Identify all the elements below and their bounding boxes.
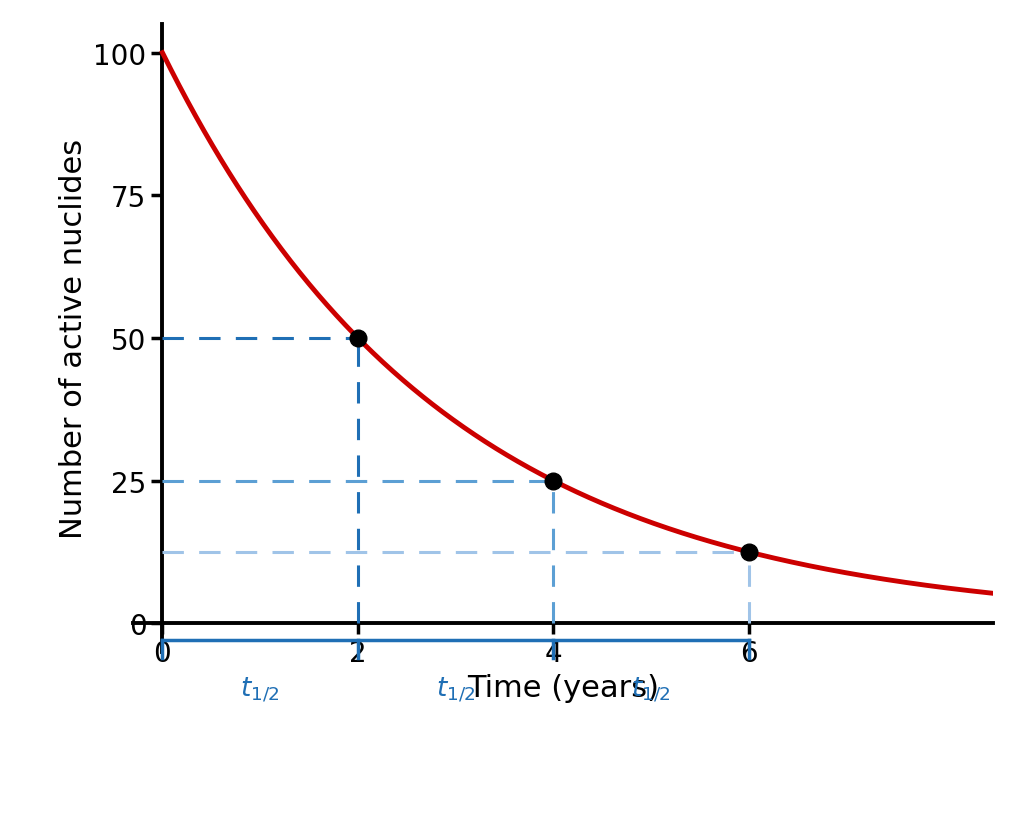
- Y-axis label: Number of active nuclides: Number of active nuclides: [58, 139, 88, 538]
- Text: $t_{1/2}$: $t_{1/2}$: [632, 675, 671, 704]
- Text: $t_{1/2}$: $t_{1/2}$: [241, 675, 280, 704]
- X-axis label: Time (years): Time (years): [467, 673, 659, 702]
- Text: $t_{1/2}$: $t_{1/2}$: [436, 675, 475, 704]
